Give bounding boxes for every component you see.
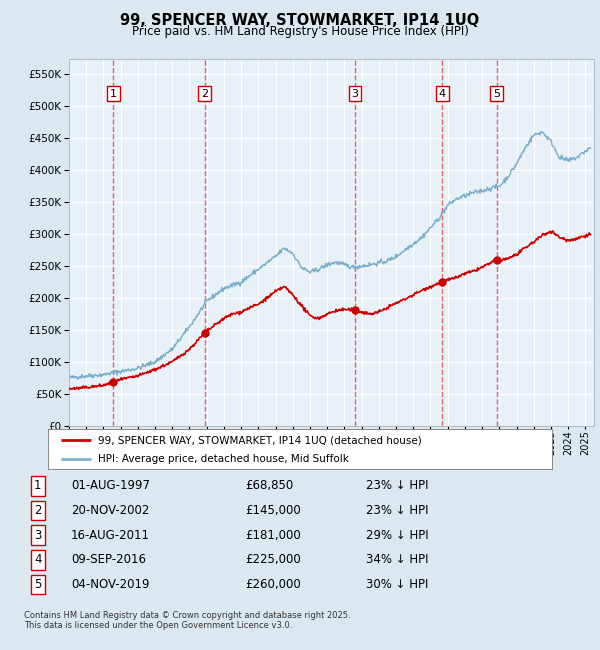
Text: 5: 5: [493, 88, 500, 99]
Text: 2: 2: [201, 88, 208, 99]
Text: 01-AUG-1997: 01-AUG-1997: [71, 480, 150, 493]
Text: 1: 1: [34, 480, 41, 493]
Text: 23% ↓ HPI: 23% ↓ HPI: [366, 480, 429, 493]
Text: 99, SPENCER WAY, STOWMARKET, IP14 1UQ (detached house): 99, SPENCER WAY, STOWMARKET, IP14 1UQ (d…: [98, 436, 422, 445]
Text: 09-SEP-2016: 09-SEP-2016: [71, 553, 146, 566]
Text: 30% ↓ HPI: 30% ↓ HPI: [366, 578, 428, 591]
Text: £145,000: £145,000: [245, 504, 301, 517]
Text: 34% ↓ HPI: 34% ↓ HPI: [366, 553, 429, 566]
Text: £225,000: £225,000: [245, 553, 301, 566]
Text: Price paid vs. HM Land Registry's House Price Index (HPI): Price paid vs. HM Land Registry's House …: [131, 25, 469, 38]
Text: Contains HM Land Registry data © Crown copyright and database right 2025.
This d: Contains HM Land Registry data © Crown c…: [24, 611, 350, 630]
Text: 99, SPENCER WAY, STOWMARKET, IP14 1UQ: 99, SPENCER WAY, STOWMARKET, IP14 1UQ: [121, 13, 479, 28]
Text: 3: 3: [34, 528, 41, 541]
Text: 2: 2: [34, 504, 41, 517]
Text: 5: 5: [34, 578, 41, 591]
Text: 1: 1: [110, 88, 117, 99]
Text: 20-NOV-2002: 20-NOV-2002: [71, 504, 149, 517]
Text: 23% ↓ HPI: 23% ↓ HPI: [366, 504, 429, 517]
Text: 4: 4: [439, 88, 446, 99]
Text: 4: 4: [34, 553, 41, 566]
Text: 29% ↓ HPI: 29% ↓ HPI: [366, 528, 429, 541]
Text: 3: 3: [352, 88, 359, 99]
Text: £181,000: £181,000: [245, 528, 301, 541]
Text: £260,000: £260,000: [245, 578, 301, 591]
Text: HPI: Average price, detached house, Mid Suffolk: HPI: Average price, detached house, Mid …: [98, 454, 349, 464]
Text: £68,850: £68,850: [245, 480, 293, 493]
Text: 16-AUG-2011: 16-AUG-2011: [71, 528, 150, 541]
Text: 04-NOV-2019: 04-NOV-2019: [71, 578, 149, 591]
